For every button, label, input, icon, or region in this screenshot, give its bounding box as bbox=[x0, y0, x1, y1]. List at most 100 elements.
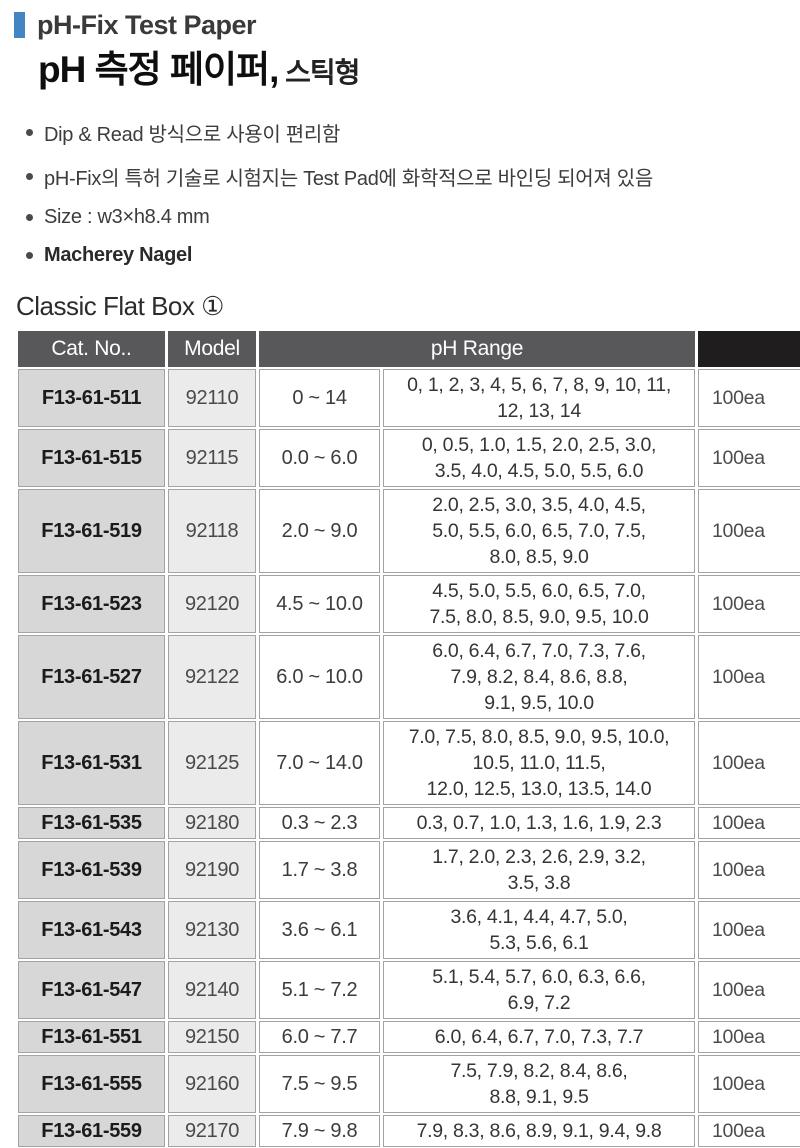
cell-qty: 100ea bbox=[698, 807, 800, 839]
cell-cat-no: F13-61-523 bbox=[18, 575, 165, 633]
feature-list: Dip & Read 방식으로 사용이 편리함 pH-Fix의 특허 기술로 시험… bbox=[26, 118, 800, 267]
cell-cat-no: F13-61-535 bbox=[18, 807, 165, 839]
feature-text: pH-Fix의 특허 기술로 시험지는 Test Pad에 화학적으로 바인딩 … bbox=[44, 168, 653, 190]
cell-ph-range: 2.0 ~ 9.0 bbox=[259, 489, 380, 573]
feature-text: Macherey Nagel bbox=[44, 244, 193, 266]
page-title-row: pH-Fix Test Paper bbox=[14, 8, 800, 42]
feature-text: Dip & Read 방식으로 사용이 편리함 bbox=[44, 124, 341, 146]
cell-qty: 100ea bbox=[698, 901, 800, 959]
table-row: F13-61-555 92160 7.5 ~ 9.5 7.5, 7.9, 8.2… bbox=[18, 1055, 800, 1113]
cell-qty: 100ea bbox=[698, 489, 800, 573]
cell-ph-values: 0.3, 0.7, 1.0, 1.3, 1.6, 1.9, 2.3 bbox=[383, 807, 696, 839]
cell-model: 92170 bbox=[168, 1115, 256, 1147]
cell-ph-range: 5.1 ~ 7.2 bbox=[259, 961, 380, 1019]
bullet-dot-icon bbox=[26, 252, 33, 259]
page-title-ko-main: pH 측정 페이퍼, bbox=[38, 49, 279, 90]
cell-model: 92130 bbox=[168, 901, 256, 959]
page-title-ko-suffix: 스틱형 bbox=[278, 57, 360, 88]
catalog-table: Cat. No.. Model pH Range F13-61-511 9211… bbox=[15, 329, 800, 1148]
cell-model: 92190 bbox=[168, 841, 256, 899]
table-header-row: Cat. No.. Model pH Range bbox=[18, 331, 800, 367]
table-row: F13-61-551 92150 6.0 ~ 7.7 6.0, 6.4, 6.7… bbox=[18, 1021, 800, 1053]
cell-qty: 100ea bbox=[698, 369, 800, 427]
cell-qty: 100ea bbox=[698, 961, 800, 1019]
cell-qty: 100ea bbox=[698, 1021, 800, 1053]
cell-qty: 100ea bbox=[698, 1115, 800, 1147]
cell-ph-range: 7.9 ~ 9.8 bbox=[259, 1115, 380, 1147]
cell-cat-no: F13-61-555 bbox=[18, 1055, 165, 1113]
cell-cat-no: F13-61-551 bbox=[18, 1021, 165, 1053]
cell-ph-range: 7.5 ~ 9.5 bbox=[259, 1055, 380, 1113]
bullet-dot-icon bbox=[26, 173, 33, 180]
cell-ph-values: 6.0, 6.4, 6.7, 7.0, 7.3, 7.7 bbox=[383, 1021, 696, 1053]
bullet-dot-icon bbox=[26, 129, 33, 136]
cell-ph-values: 7.0, 7.5, 8.0, 8.5, 9.0, 9.5, 10.0, 10.5… bbox=[383, 721, 696, 805]
cell-model: 92125 bbox=[168, 721, 256, 805]
col-header-model: Model bbox=[168, 331, 256, 367]
cell-qty: 100ea bbox=[698, 1055, 800, 1113]
cell-ph-values: 7.9, 8.3, 8.6, 8.9, 9.1, 9.4, 9.8 bbox=[383, 1115, 696, 1147]
feature-item: pH-Fix의 특허 기술로 시험지는 Test Pad에 화학적으로 바인딩 … bbox=[26, 162, 800, 191]
cell-qty: 100ea bbox=[698, 721, 800, 805]
page-title-en: pH-Fix Test Paper bbox=[37, 9, 257, 40]
table-row: F13-61-515 92115 0.0 ~ 6.0 0, 0.5, 1.0, … bbox=[18, 429, 800, 487]
title-accent-bar-icon bbox=[14, 12, 25, 38]
table-row: F13-61-531 92125 7.0 ~ 14.0 7.0, 7.5, 8.… bbox=[18, 721, 800, 805]
table-row: F13-61-511 92110 0 ~ 14 0, 1, 2, 3, 4, 5… bbox=[18, 369, 800, 427]
col-header-ph-range: pH Range bbox=[259, 331, 696, 367]
cell-qty: 100ea bbox=[698, 841, 800, 899]
feature-text: Size : w3×h8.4 mm bbox=[44, 206, 210, 228]
cell-ph-values: 3.6, 4.1, 4.4, 4.7, 5.0, 5.3, 5.6, 6.1 bbox=[383, 901, 696, 959]
feature-item: Macherey Nagel bbox=[26, 244, 800, 267]
table-row: F13-61-539 92190 1.7 ~ 3.8 1.7, 2.0, 2.3… bbox=[18, 841, 800, 899]
cell-cat-no: F13-61-539 bbox=[18, 841, 165, 899]
table-row: F13-61-527 92122 6.0 ~ 10.0 6.0, 6.4, 6.… bbox=[18, 635, 800, 719]
feature-item: Dip & Read 방식으로 사용이 편리함 bbox=[26, 118, 800, 147]
cell-cat-no: F13-61-559 bbox=[18, 1115, 165, 1147]
cell-ph-range: 6.0 ~ 10.0 bbox=[259, 635, 380, 719]
cell-ph-range: 0.0 ~ 6.0 bbox=[259, 429, 380, 487]
cell-model: 92115 bbox=[168, 429, 256, 487]
cell-model: 92180 bbox=[168, 807, 256, 839]
cell-ph-range: 0 ~ 14 bbox=[259, 369, 380, 427]
section-title: Classic Flat Box ① bbox=[16, 291, 224, 321]
col-header-qty bbox=[698, 331, 800, 367]
cell-cat-no: F13-61-531 bbox=[18, 721, 165, 805]
cell-ph-range: 3.6 ~ 6.1 bbox=[259, 901, 380, 959]
cell-ph-values: 0, 1, 2, 3, 4, 5, 6, 7, 8, 9, 10, 11, 12… bbox=[383, 369, 696, 427]
cell-model: 92122 bbox=[168, 635, 256, 719]
cell-ph-range: 0.3 ~ 2.3 bbox=[259, 807, 380, 839]
cell-ph-range: 7.0 ~ 14.0 bbox=[259, 721, 380, 805]
page-title-ko: pH 측정 페이퍼, 스틱형 bbox=[38, 48, 800, 96]
cell-ph-range: 6.0 ~ 7.7 bbox=[259, 1021, 380, 1053]
cell-ph-range: 4.5 ~ 10.0 bbox=[259, 575, 380, 633]
cell-cat-no: F13-61-547 bbox=[18, 961, 165, 1019]
col-header-cat-no: Cat. No.. bbox=[18, 331, 165, 367]
cell-model: 92118 bbox=[168, 489, 256, 573]
cell-cat-no: F13-61-511 bbox=[18, 369, 165, 427]
cell-model: 92140 bbox=[168, 961, 256, 1019]
cell-ph-values: 2.0, 2.5, 3.0, 3.5, 4.0, 4.5, 5.0, 5.5, … bbox=[383, 489, 696, 573]
cell-model: 92110 bbox=[168, 369, 256, 427]
bullet-dot-icon bbox=[26, 214, 33, 221]
cell-cat-no: F13-61-515 bbox=[18, 429, 165, 487]
table-row: F13-61-559 92170 7.9 ~ 9.8 7.9, 8.3, 8.6… bbox=[18, 1115, 800, 1147]
table-row: F13-61-523 92120 4.5 ~ 10.0 4.5, 5.0, 5.… bbox=[18, 575, 800, 633]
feature-item: Size : w3×h8.4 mm bbox=[26, 206, 800, 229]
cell-model: 92160 bbox=[168, 1055, 256, 1113]
table-row: F13-61-535 92180 0.3 ~ 2.3 0.3, 0.7, 1.0… bbox=[18, 807, 800, 839]
cell-cat-no: F13-61-543 bbox=[18, 901, 165, 959]
catalog-table-body: F13-61-511 92110 0 ~ 14 0, 1, 2, 3, 4, 5… bbox=[18, 369, 800, 1147]
table-row: F13-61-547 92140 5.1 ~ 7.2 5.1, 5.4, 5.7… bbox=[18, 961, 800, 1019]
cell-model: 92120 bbox=[168, 575, 256, 633]
cell-ph-values: 7.5, 7.9, 8.2, 8.4, 8.6, 8.8, 9.1, 9.5 bbox=[383, 1055, 696, 1113]
cell-qty: 100ea bbox=[698, 575, 800, 633]
cell-ph-range: 1.7 ~ 3.8 bbox=[259, 841, 380, 899]
cell-qty: 100ea bbox=[698, 635, 800, 719]
cell-ph-values: 0, 0.5, 1.0, 1.5, 2.0, 2.5, 3.0, 3.5, 4.… bbox=[383, 429, 696, 487]
cell-cat-no: F13-61-519 bbox=[18, 489, 165, 573]
cell-ph-values: 4.5, 5.0, 5.5, 6.0, 6.5, 7.0, 7.5, 8.0, … bbox=[383, 575, 696, 633]
cell-ph-values: 1.7, 2.0, 2.3, 2.6, 2.9, 3.2, 3.5, 3.8 bbox=[383, 841, 696, 899]
cell-model: 92150 bbox=[168, 1021, 256, 1053]
